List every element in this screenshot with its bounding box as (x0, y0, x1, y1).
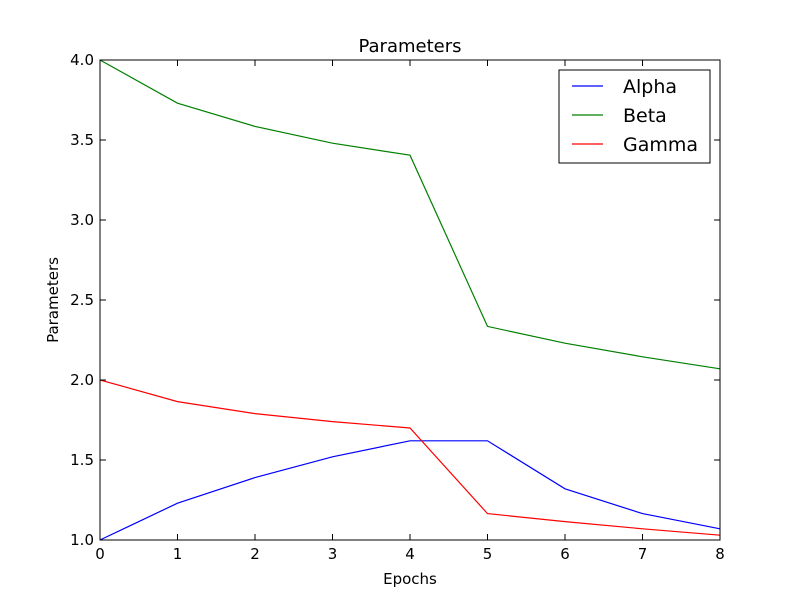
series-line-gamma (99, 379, 721, 536)
y-tick-label: 1.5 (70, 451, 94, 469)
legend-label-alpha: Alpha (623, 76, 677, 98)
y-axis: 1.0 1.5 2.0 2.5 3.0 3.5 4.0 (70, 51, 720, 549)
x-tick-label: 0 (95, 545, 105, 563)
series-line-alpha (99, 440, 721, 541)
series-layer (99, 59, 721, 541)
chart-title: Parameters (358, 36, 461, 57)
y-tick-label: 1.0 (70, 531, 94, 549)
legend-label-gamma: Gamma (623, 134, 698, 156)
x-tick-label: 4 (405, 545, 415, 563)
x-tick-label: 3 (328, 545, 338, 563)
y-tick-label: 2.5 (70, 291, 94, 309)
x-tick-label: 1 (173, 545, 183, 563)
y-axis-title: Parameters (44, 257, 62, 343)
y-tick-label: 3.5 (70, 131, 94, 149)
legend-label-beta: Beta (623, 105, 667, 127)
y-tick-label: 3.0 (70, 211, 94, 229)
x-tick-label: 2 (250, 545, 260, 563)
x-tick-label: 8 (715, 545, 725, 563)
series-line-beta (99, 59, 721, 370)
x-axis-title: Epochs (383, 570, 437, 588)
legend: Alpha Beta Gamma (558, 69, 711, 164)
y-tick-label: 4.0 (70, 51, 94, 69)
x-tick-label: 7 (638, 545, 648, 563)
x-axis: 0 1 2 3 4 5 6 7 8 (95, 60, 725, 563)
y-tick-label: 2.0 (70, 371, 94, 389)
x-tick-label: 5 (483, 545, 493, 563)
x-tick-label: 6 (560, 545, 570, 563)
